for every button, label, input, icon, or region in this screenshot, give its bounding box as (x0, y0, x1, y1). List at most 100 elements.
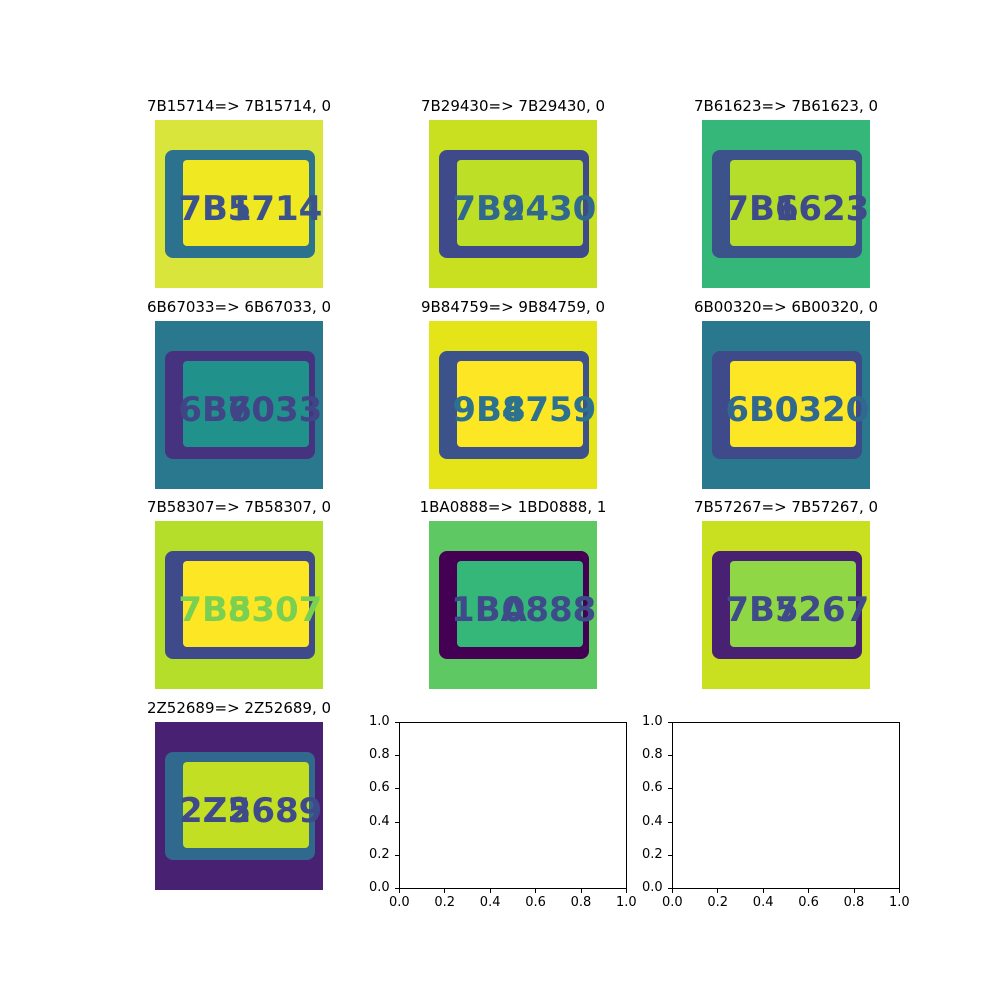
plate-eu-band (169, 561, 183, 647)
plate-body (457, 160, 583, 246)
x-tick (853, 889, 855, 893)
plate-photo: 9B84759 (429, 321, 597, 489)
plate-image: 6B0 0320 (702, 321, 870, 489)
plate-characters-left: 7B6 (725, 189, 798, 229)
plate-characters-right: 1623 (775, 189, 870, 229)
y-tick-label: 0.0 (642, 880, 663, 895)
plate-characters-left: 7B5 (725, 590, 798, 630)
plate-characters-left: 1BA (451, 590, 528, 630)
x-tick (899, 889, 900, 893)
plate-body (183, 160, 309, 246)
plate-characters-left: 7B5 (178, 590, 251, 630)
plate-characters-right: 2689 (228, 791, 323, 831)
y-tick (668, 755, 672, 757)
x-tick (535, 889, 537, 893)
plate-photo: 1BA0888 (429, 521, 597, 689)
y-tick (395, 854, 399, 856)
y-tick (668, 722, 672, 723)
plate-image: 7B5 8307 (155, 521, 323, 689)
plate-eu-band (169, 762, 183, 848)
panel-title: 7B57267=> 7B57267, 0 (693, 498, 879, 516)
y-tick-label: 0.0 (369, 880, 390, 895)
plate-eu-band (716, 361, 730, 447)
plate-characters-left: 2Z5 (179, 791, 251, 831)
plate-characters-left: 7B1 (178, 189, 251, 229)
y-tick (395, 722, 399, 723)
panel-title: 1BA0888=> 1BD0888, 1 (419, 498, 607, 516)
plate-photo: 7B15714 (155, 120, 323, 288)
y-tick-label: 1.0 (642, 714, 663, 729)
plate-image: 1BA 0888 (429, 521, 597, 689)
empty-axes (672, 722, 900, 889)
panel-title: 6B67033=> 6B67033, 0 (146, 298, 332, 316)
plate-photo: 7B61623 (702, 120, 870, 288)
plate-body (457, 361, 583, 447)
plate-image: 7B5 7267 (702, 521, 870, 689)
y-tick-label: 0.4 (369, 813, 390, 829)
y-tick (668, 788, 672, 790)
plate-body (730, 160, 856, 246)
panel-title: 7B61623=> 7B61623, 0 (693, 97, 879, 115)
plate-photo: 7B58307 (155, 521, 323, 689)
plate-photo: 2Z52689 (155, 722, 323, 890)
y-tick-label: 0.2 (369, 846, 390, 862)
plate-body (183, 361, 309, 447)
y-tick-label: 0.4 (642, 813, 663, 829)
plate-body (730, 561, 856, 647)
y-tick (395, 821, 399, 823)
plate-characters-left: 6B0 (725, 390, 798, 430)
x-tick (444, 889, 446, 893)
y-tick-label: 0.6 (369, 780, 390, 796)
plate-characters-right: 7033 (228, 390, 323, 430)
plate-photo: 6B67033 (155, 321, 323, 489)
x-tick (626, 889, 627, 893)
plate-characters-left: 7B2 (452, 189, 525, 229)
plate-characters-right: 8307 (228, 590, 323, 630)
plate-characters-right: 9430 (502, 189, 597, 229)
y-tick (668, 821, 672, 823)
x-tick-label: 1.0 (616, 895, 637, 910)
x-tick-label: 0.6 (798, 895, 819, 910)
x-tick (489, 889, 491, 893)
y-tick-label: 0.8 (369, 747, 390, 763)
x-tick-label: 0.8 (570, 895, 592, 910)
plate-image: 7B1 5714 (155, 120, 323, 288)
plate-image: 7B2 9430 (429, 120, 597, 288)
plate-characters-right: 7267 (775, 590, 870, 630)
plate-characters-right: 5714 (228, 189, 323, 229)
panel-title: 7B29430=> 7B29430, 0 (420, 97, 606, 115)
plate-body (183, 762, 309, 848)
y-tick (668, 854, 672, 856)
plate-eu-band (443, 160, 457, 246)
plate-image: 2Z5 2689 (155, 722, 323, 890)
plate-eu-band (716, 561, 730, 647)
plate-eu-band (169, 160, 183, 246)
y-tick (395, 888, 399, 889)
x-tick (399, 889, 400, 893)
y-tick (395, 755, 399, 757)
plate-photo: 7B57267 (702, 521, 870, 689)
x-tick-label: 0.2 (707, 895, 729, 910)
plate-image: 6B6 7033 (155, 321, 323, 489)
x-tick-label: 0.6 (525, 895, 546, 910)
plate-photo: 7B29430 (429, 120, 597, 288)
plate-eu-band (169, 361, 183, 447)
panel-title: 2Z52689=> 2Z52689, 0 (146, 699, 332, 717)
plate-body (730, 361, 856, 447)
plate-image: 9B8 4759 (429, 321, 597, 489)
y-tick-label: 0.6 (642, 780, 663, 796)
y-tick (395, 788, 399, 790)
plate-eu-band (716, 160, 730, 246)
y-tick-label: 1.0 (369, 714, 390, 729)
x-tick-label: 0.0 (662, 895, 683, 910)
x-tick-label: 1.0 (889, 895, 910, 910)
plate-body (457, 561, 583, 647)
plate-photo: 6B00320 (702, 321, 870, 489)
x-tick-label: 0.8 (843, 895, 865, 910)
x-tick (808, 889, 810, 893)
panel-title: 7B58307=> 7B58307, 0 (146, 498, 332, 516)
empty-axes (399, 722, 627, 889)
y-tick-label: 0.2 (642, 846, 663, 862)
plate-eu-band (443, 561, 457, 647)
x-tick (762, 889, 764, 893)
